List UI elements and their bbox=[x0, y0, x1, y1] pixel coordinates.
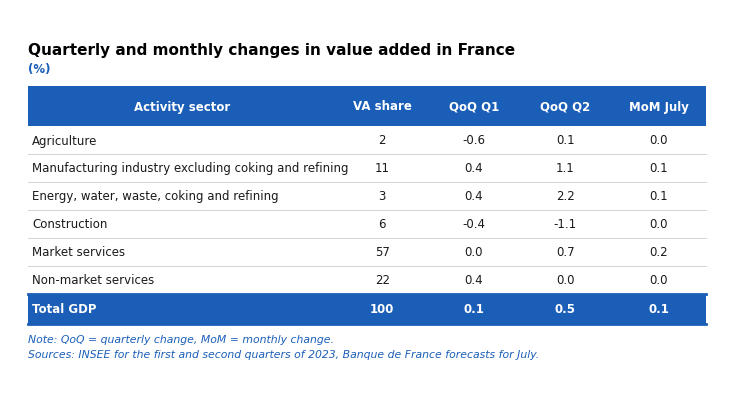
Text: 0.7: 0.7 bbox=[556, 246, 575, 259]
Text: 22: 22 bbox=[374, 274, 390, 287]
Text: 6: 6 bbox=[378, 218, 386, 231]
Text: Non-market services: Non-market services bbox=[32, 274, 154, 287]
Text: 0.0: 0.0 bbox=[649, 274, 668, 287]
Text: 0.1: 0.1 bbox=[556, 134, 575, 147]
Text: 0.4: 0.4 bbox=[464, 190, 483, 203]
Text: -1.1: -1.1 bbox=[554, 218, 577, 231]
Text: 0.4: 0.4 bbox=[464, 162, 483, 175]
Text: QoQ Q1: QoQ Q1 bbox=[449, 100, 499, 113]
Text: Total GDP: Total GDP bbox=[32, 303, 96, 316]
Text: Manufacturing industry excluding coking and refining: Manufacturing industry excluding coking … bbox=[32, 162, 348, 175]
Text: 2: 2 bbox=[378, 134, 386, 147]
Text: Note: QoQ = quarterly change, MoM = monthly change.: Note: QoQ = quarterly change, MoM = mont… bbox=[28, 334, 334, 344]
Text: 0.0: 0.0 bbox=[649, 218, 668, 231]
Text: 1.1: 1.1 bbox=[556, 162, 575, 175]
Text: QoQ Q2: QoQ Q2 bbox=[540, 100, 591, 113]
Bar bbox=[28, 294, 706, 324]
Text: (%): (%) bbox=[28, 63, 50, 76]
Text: 57: 57 bbox=[374, 246, 390, 259]
Text: Activity sector: Activity sector bbox=[134, 100, 231, 113]
Text: 0.0: 0.0 bbox=[556, 274, 575, 287]
Text: 11: 11 bbox=[374, 162, 390, 175]
Text: MoM July: MoM July bbox=[629, 100, 688, 113]
Text: 0.0: 0.0 bbox=[464, 246, 483, 259]
Text: 2.2: 2.2 bbox=[556, 190, 575, 203]
Text: 3: 3 bbox=[379, 190, 386, 203]
Text: 0.2: 0.2 bbox=[649, 246, 668, 259]
Text: 0.1: 0.1 bbox=[649, 162, 668, 175]
Text: 0.1: 0.1 bbox=[649, 190, 668, 203]
Text: Quarterly and monthly changes in value added in France: Quarterly and monthly changes in value a… bbox=[28, 43, 515, 58]
Text: 0.1: 0.1 bbox=[648, 303, 669, 316]
Bar bbox=[28, 87, 706, 127]
Text: -0.6: -0.6 bbox=[462, 134, 485, 147]
Text: 0.0: 0.0 bbox=[649, 134, 668, 147]
Text: 100: 100 bbox=[370, 303, 394, 316]
Text: 0.5: 0.5 bbox=[555, 303, 576, 316]
Text: VA share: VA share bbox=[353, 100, 412, 113]
Text: -0.4: -0.4 bbox=[462, 218, 485, 231]
Text: Agriculture: Agriculture bbox=[32, 134, 97, 147]
Text: Energy, water, waste, coking and refining: Energy, water, waste, coking and refinin… bbox=[32, 190, 279, 203]
Text: Market services: Market services bbox=[32, 246, 125, 259]
Text: Sources: INSEE for the first and second quarters of 2023, Banque de France forec: Sources: INSEE for the first and second … bbox=[28, 349, 539, 359]
Text: 0.1: 0.1 bbox=[464, 303, 484, 316]
Text: Construction: Construction bbox=[32, 218, 107, 231]
Text: 0.4: 0.4 bbox=[464, 274, 483, 287]
